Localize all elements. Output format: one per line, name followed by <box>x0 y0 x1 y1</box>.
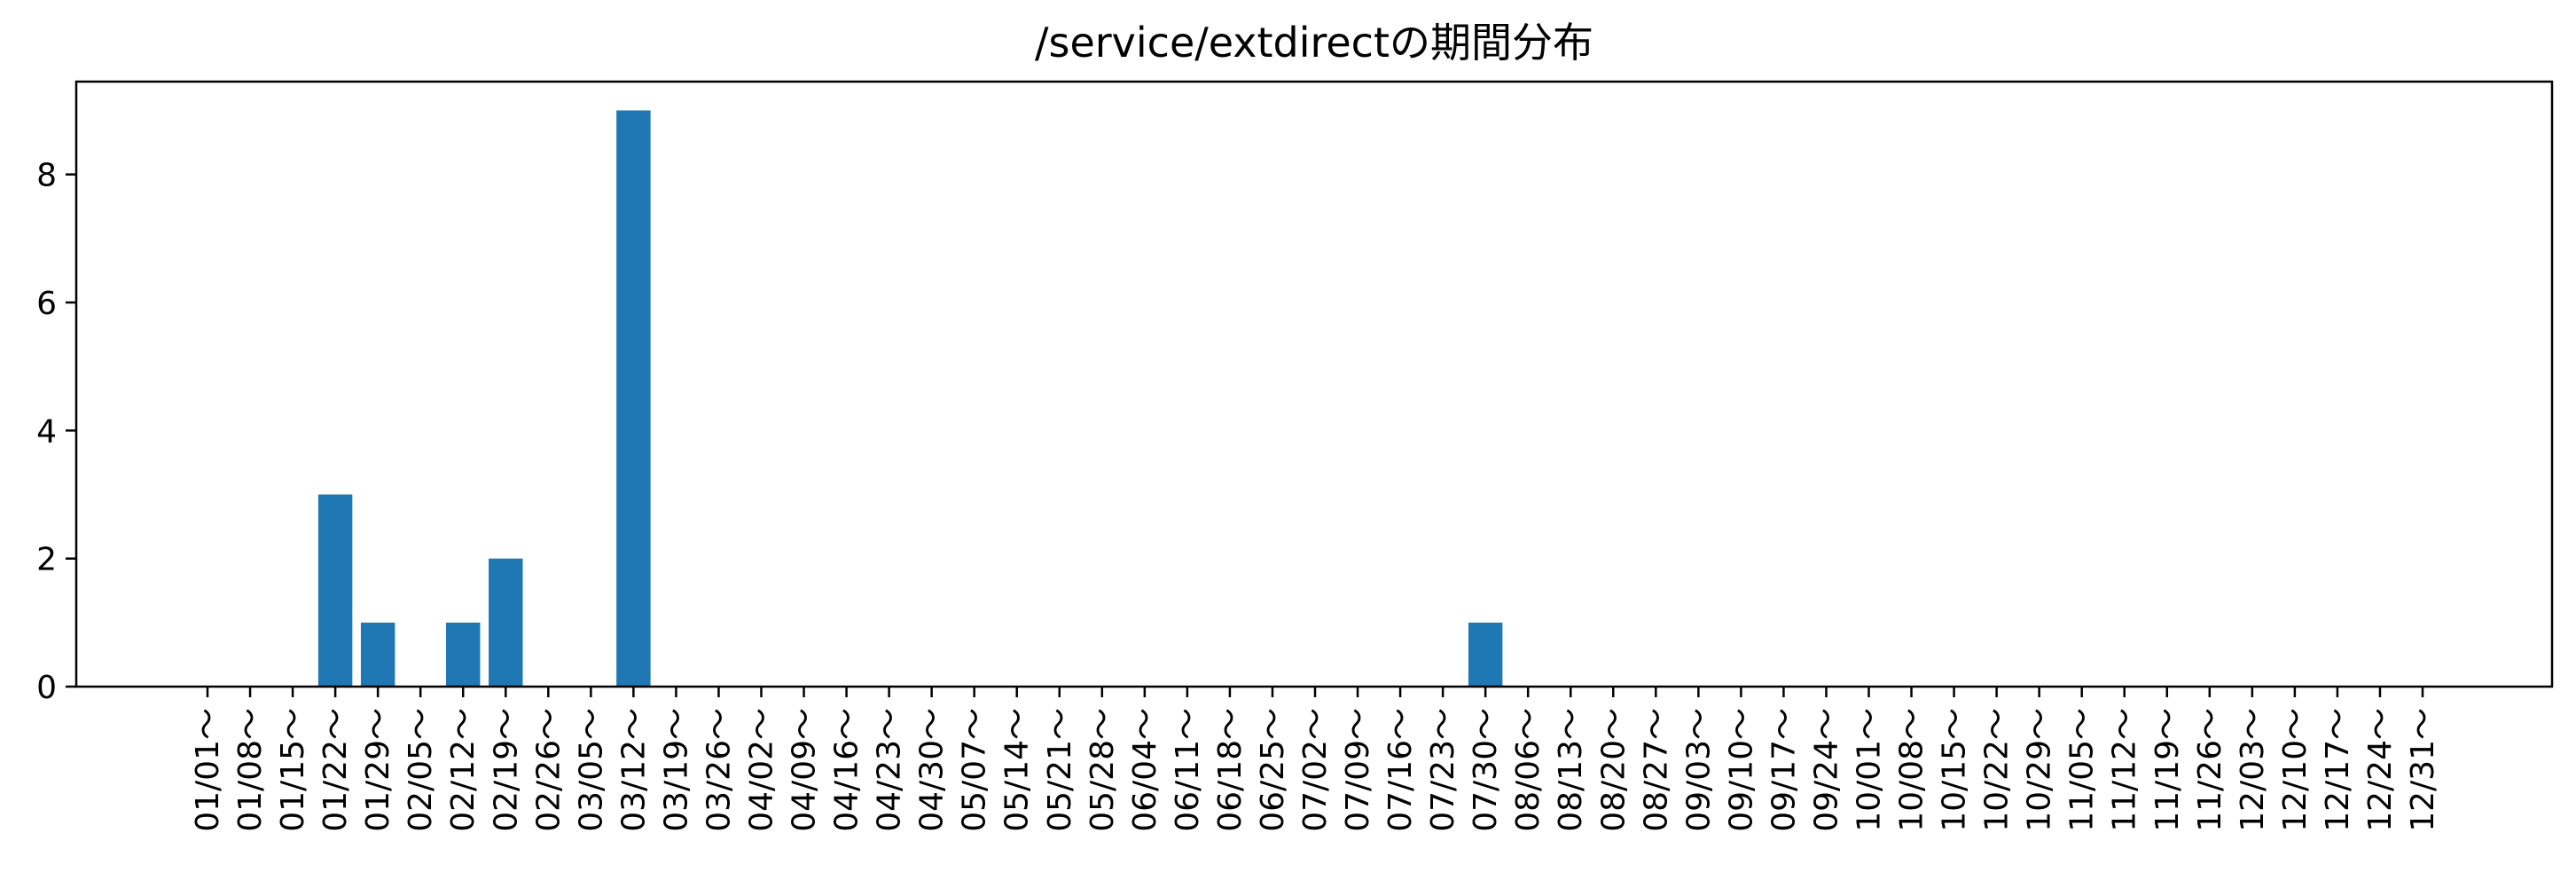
x-tick-label: 06/18～ <box>1212 708 1249 832</box>
x-tick-label: 01/08～ <box>232 708 269 832</box>
y-tick-label: 0 <box>36 670 57 706</box>
x-tick-label: 11/19～ <box>2149 708 2186 832</box>
x-tick-label: 10/29～ <box>2022 708 2058 832</box>
x-tick-label: 05/21～ <box>1042 708 1078 832</box>
x-tick-label: 09/24～ <box>1808 708 1844 832</box>
x-tick-label: 05/14～ <box>999 708 1036 832</box>
x-tick-label: 05/28～ <box>1084 708 1121 832</box>
x-tick-label: 08/27～ <box>1638 708 1674 832</box>
bar-02/12～ <box>446 622 481 687</box>
x-tick-label: 10/08～ <box>1894 708 1930 832</box>
x-tick-label: 03/26～ <box>701 708 737 832</box>
x-tick-label: 09/17～ <box>1766 708 1802 832</box>
x-tick-label: 12/10～ <box>2277 708 2314 832</box>
x-tick-label: 07/16～ <box>1382 708 1419 832</box>
x-tick-label: 04/09～ <box>787 708 823 832</box>
bar-03/12～ <box>616 110 651 688</box>
x-tick-label: 02/05～ <box>403 708 439 832</box>
bar-01/29～ <box>360 622 395 687</box>
x-tick-label: 07/23～ <box>1425 708 1461 832</box>
x-tick-label: 08/06～ <box>1510 708 1546 832</box>
x-axis: 01/01～ 01/08～ 01/15～ 01/22～ 01/29～ 02/05～ 02/1… <box>190 687 2441 832</box>
x-tick-label: 07/02～ <box>1297 708 1334 832</box>
x-tick-label: 10/22～ <box>1979 708 2016 832</box>
x-tick-label: 11/12～ <box>2107 708 2143 832</box>
x-tick-label: 03/05～ <box>573 708 609 832</box>
x-tick-label: 04/23～ <box>872 708 908 832</box>
x-tick-label: 10/01～ <box>1852 708 1888 832</box>
x-tick-label: 09/03～ <box>1680 708 1717 832</box>
bar-01/22～ <box>317 494 353 687</box>
x-tick-label: 10/15～ <box>1937 708 1973 832</box>
x-tick-label: 07/09～ <box>1340 708 1376 832</box>
x-tick-label: 04/16～ <box>829 708 865 832</box>
x-tick-label: 01/29～ <box>360 708 396 832</box>
x-tick-label: 03/19～ <box>658 708 694 832</box>
x-tick-label: 11/05～ <box>2064 708 2101 832</box>
y-tick-label: 6 <box>36 286 57 322</box>
x-tick-label: 02/19～ <box>488 708 524 832</box>
x-tick-label: 09/10～ <box>1723 708 1759 832</box>
x-tick-label: 04/30～ <box>914 708 951 832</box>
y-axis: 0 2 4 6 8 <box>36 158 76 706</box>
x-tick-label: 07/30～ <box>1468 708 1504 832</box>
x-tick-label: 06/11～ <box>1170 708 1206 832</box>
x-tick-label: 02/26～ <box>530 708 567 832</box>
x-tick-label: 12/31～ <box>2405 708 2441 832</box>
bar-02/19～ <box>489 558 523 687</box>
x-tick-label: 02/12～ <box>445 708 482 832</box>
plot-frame <box>74 80 2554 688</box>
x-tick-label: 05/07～ <box>957 708 993 832</box>
x-tick-label: 03/12～ <box>615 708 652 832</box>
x-tick-label: 08/20～ <box>1595 708 1632 832</box>
x-tick-label: 11/26～ <box>2192 708 2228 832</box>
bar-07/30～ <box>1468 622 1503 687</box>
x-tick-label: 12/03～ <box>2235 708 2271 832</box>
x-tick-label: 12/24～ <box>2362 708 2399 832</box>
bars-layer <box>317 110 1503 688</box>
x-tick-label: 06/04～ <box>1127 708 1163 832</box>
x-tick-label: 01/22～ <box>317 708 354 832</box>
x-tick-label: 06/25～ <box>1255 708 1291 832</box>
y-tick-label: 8 <box>36 158 57 194</box>
x-tick-label: 01/15～ <box>275 708 311 832</box>
x-tick-label: 04/02～ <box>744 708 780 832</box>
chart-title: /service/extdirectの期間分布 <box>1035 19 1593 67</box>
x-tick-label: 01/01～ <box>190 708 226 832</box>
x-tick-label: 08/13～ <box>1553 708 1589 832</box>
y-tick-label: 2 <box>36 542 57 578</box>
x-tick-label: 12/17～ <box>2320 708 2356 832</box>
y-tick-label: 4 <box>36 413 57 450</box>
